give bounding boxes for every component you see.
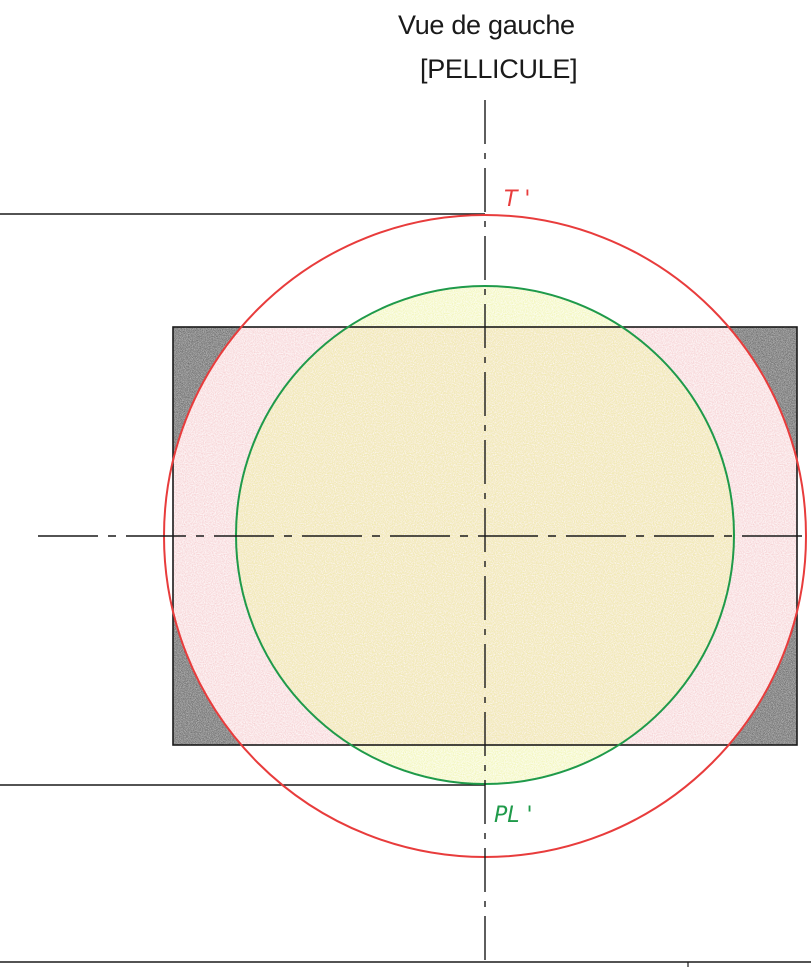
view-subtitle: [PELLICULE] [420, 54, 578, 84]
label-pl-prime: PL ' [494, 803, 533, 828]
label-t-prime: T ' [504, 187, 530, 212]
view-title: Vue de gauche [398, 10, 575, 40]
